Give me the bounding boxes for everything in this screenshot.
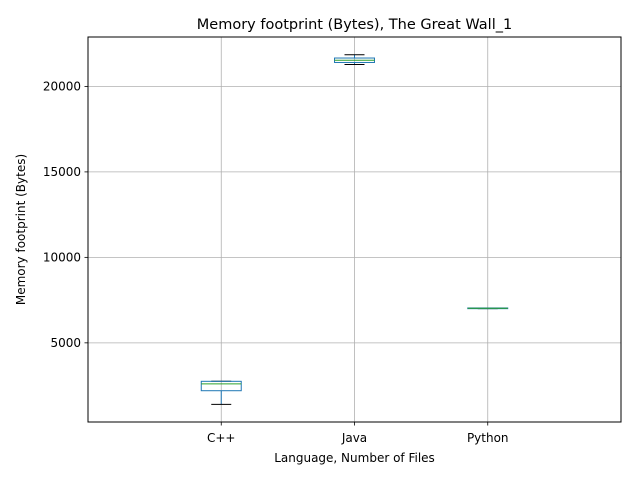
ticks-layer: C++ Java Python 5000 10000 15000 20000 [43,79,509,445]
box-java [334,54,375,66]
x-tick-label: C++ [207,431,236,445]
box-python [467,307,509,310]
grid-layer [88,37,621,422]
x-tick-label: Python [467,431,509,445]
x-tick-label: Java [341,431,367,445]
chart-title: Memory footprint (Bytes), The Great Wall… [197,17,512,33]
y-tick-label: 15000 [43,165,81,179]
box-iqr [200,380,242,392]
boxes-layer [200,54,509,405]
box-c- [200,380,242,405]
y-axis-label: Memory footprint (Bytes) [14,154,28,305]
y-tick-label: 10000 [43,250,81,264]
y-tick-label: 20000 [43,79,81,93]
y-tick-label: 5000 [50,336,81,350]
x-axis-label: Language, Number of Files [274,451,435,465]
